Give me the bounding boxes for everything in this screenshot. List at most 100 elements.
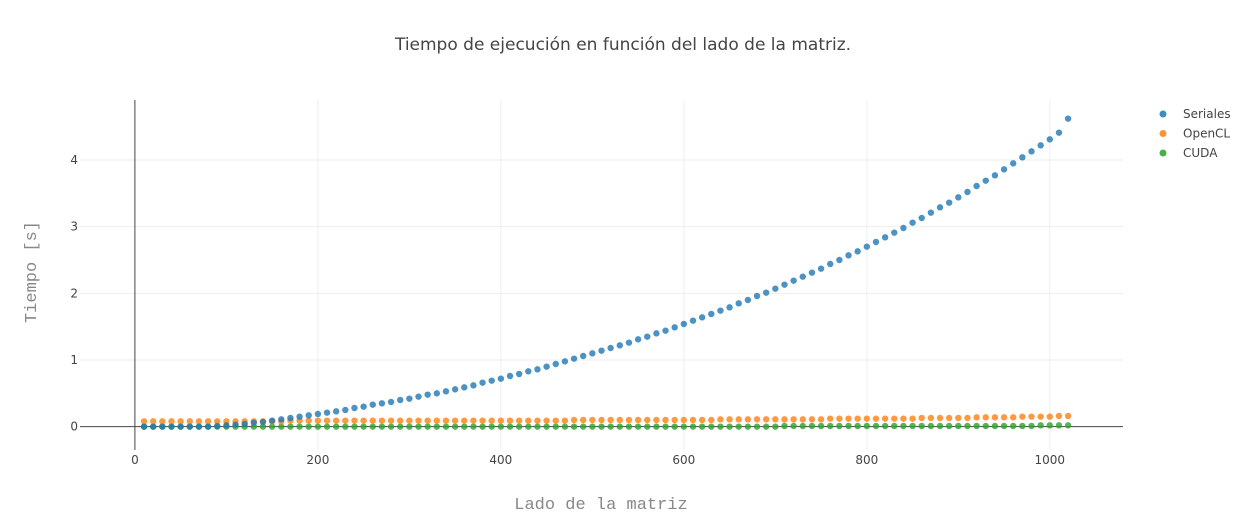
data-point	[360, 417, 367, 424]
data-point	[827, 260, 834, 268]
data-point	[973, 414, 980, 421]
legend[interactable]: Seriales OpenCL CUDA	[1159, 107, 1231, 160]
data-point	[515, 370, 523, 378]
data-point	[506, 417, 514, 424]
data-point	[268, 417, 276, 424]
data-point	[1010, 160, 1017, 167]
data-point	[781, 416, 788, 423]
data-point	[744, 423, 752, 430]
y-tick-label: 4	[70, 153, 78, 167]
data-point	[607, 416, 614, 424]
data-point	[140, 418, 148, 425]
data-point	[479, 417, 486, 424]
data-point	[991, 172, 999, 179]
data-point	[689, 423, 697, 430]
data-point	[680, 416, 688, 424]
data-point	[360, 403, 367, 410]
legend-item-opencl[interactable]: OpenCL	[1159, 127, 1231, 141]
data-point	[424, 391, 431, 398]
data-point	[397, 417, 404, 424]
data-point	[296, 423, 303, 430]
data-point	[616, 342, 623, 349]
data-point	[616, 423, 623, 430]
x-tick-label: 1000	[1035, 453, 1066, 467]
data-point	[415, 417, 422, 424]
data-point	[772, 416, 779, 423]
data-point	[470, 417, 477, 424]
data-point	[744, 416, 752, 423]
data-point	[1028, 148, 1035, 155]
data-point	[671, 324, 678, 331]
data-point	[598, 423, 605, 430]
data-point	[863, 415, 871, 422]
data-point	[634, 416, 642, 424]
data-point	[488, 377, 495, 384]
data-point	[644, 416, 651, 424]
data-point	[515, 417, 523, 424]
data-point	[470, 423, 477, 430]
data-point	[955, 194, 962, 201]
data-point	[607, 423, 614, 430]
data-point	[900, 224, 907, 232]
data-point	[772, 285, 779, 292]
data-point	[891, 415, 898, 422]
data-point	[598, 347, 605, 354]
data-point	[580, 423, 587, 430]
data-point	[1037, 422, 1044, 429]
data-point	[918, 414, 925, 422]
data-point	[881, 415, 889, 422]
data-point	[1019, 154, 1026, 161]
data-point	[790, 416, 797, 423]
legend-item-cuda[interactable]: CUDA	[1159, 146, 1219, 160]
data-point	[451, 423, 459, 430]
x-tick-label: 200	[306, 453, 329, 467]
data-point	[1000, 414, 1008, 421]
data-point	[607, 344, 614, 352]
data-point	[323, 417, 331, 424]
data-point	[332, 408, 340, 415]
data-point	[305, 423, 312, 430]
chart-title: Tiempo de ejecución en función del lado …	[394, 35, 851, 55]
legend-marker	[1159, 130, 1167, 137]
data-point	[479, 379, 486, 386]
y-tick-label: 0	[70, 420, 78, 434]
data-point	[525, 368, 532, 375]
data-point	[827, 422, 834, 430]
data-point	[817, 416, 825, 423]
data-point	[799, 273, 806, 280]
data-point	[863, 243, 871, 250]
x-tick-label: 600	[672, 453, 695, 467]
data-point	[433, 390, 441, 397]
data-point	[634, 423, 642, 430]
series-seriales	[140, 115, 1072, 430]
data-point	[515, 423, 523, 430]
data-point	[442, 423, 450, 430]
data-point	[708, 310, 715, 318]
data-point	[351, 404, 358, 412]
data-point	[799, 422, 806, 430]
data-point	[1019, 422, 1026, 430]
y-tick-label: 3	[70, 220, 78, 234]
data-point	[698, 314, 706, 321]
data-point	[1064, 115, 1072, 122]
data-point	[680, 320, 688, 328]
data-point	[451, 417, 459, 424]
data-point	[964, 414, 971, 422]
data-point	[140, 423, 148, 430]
data-point	[790, 422, 797, 430]
data-point	[534, 423, 541, 430]
data-point	[781, 281, 788, 288]
data-point	[698, 416, 706, 424]
data-point	[287, 423, 294, 430]
data-point	[214, 418, 221, 425]
data-point	[186, 423, 193, 430]
data-point	[351, 417, 358, 424]
y-tick-label: 1	[70, 353, 78, 367]
legend-item-seriales[interactable]: Seriales	[1159, 107, 1231, 121]
data-point	[552, 417, 559, 424]
data-point	[909, 415, 916, 422]
grid-lines	[80, 100, 1123, 450]
data-point	[717, 307, 724, 314]
data-point	[534, 366, 541, 373]
legend-label: OpenCL	[1183, 127, 1230, 141]
